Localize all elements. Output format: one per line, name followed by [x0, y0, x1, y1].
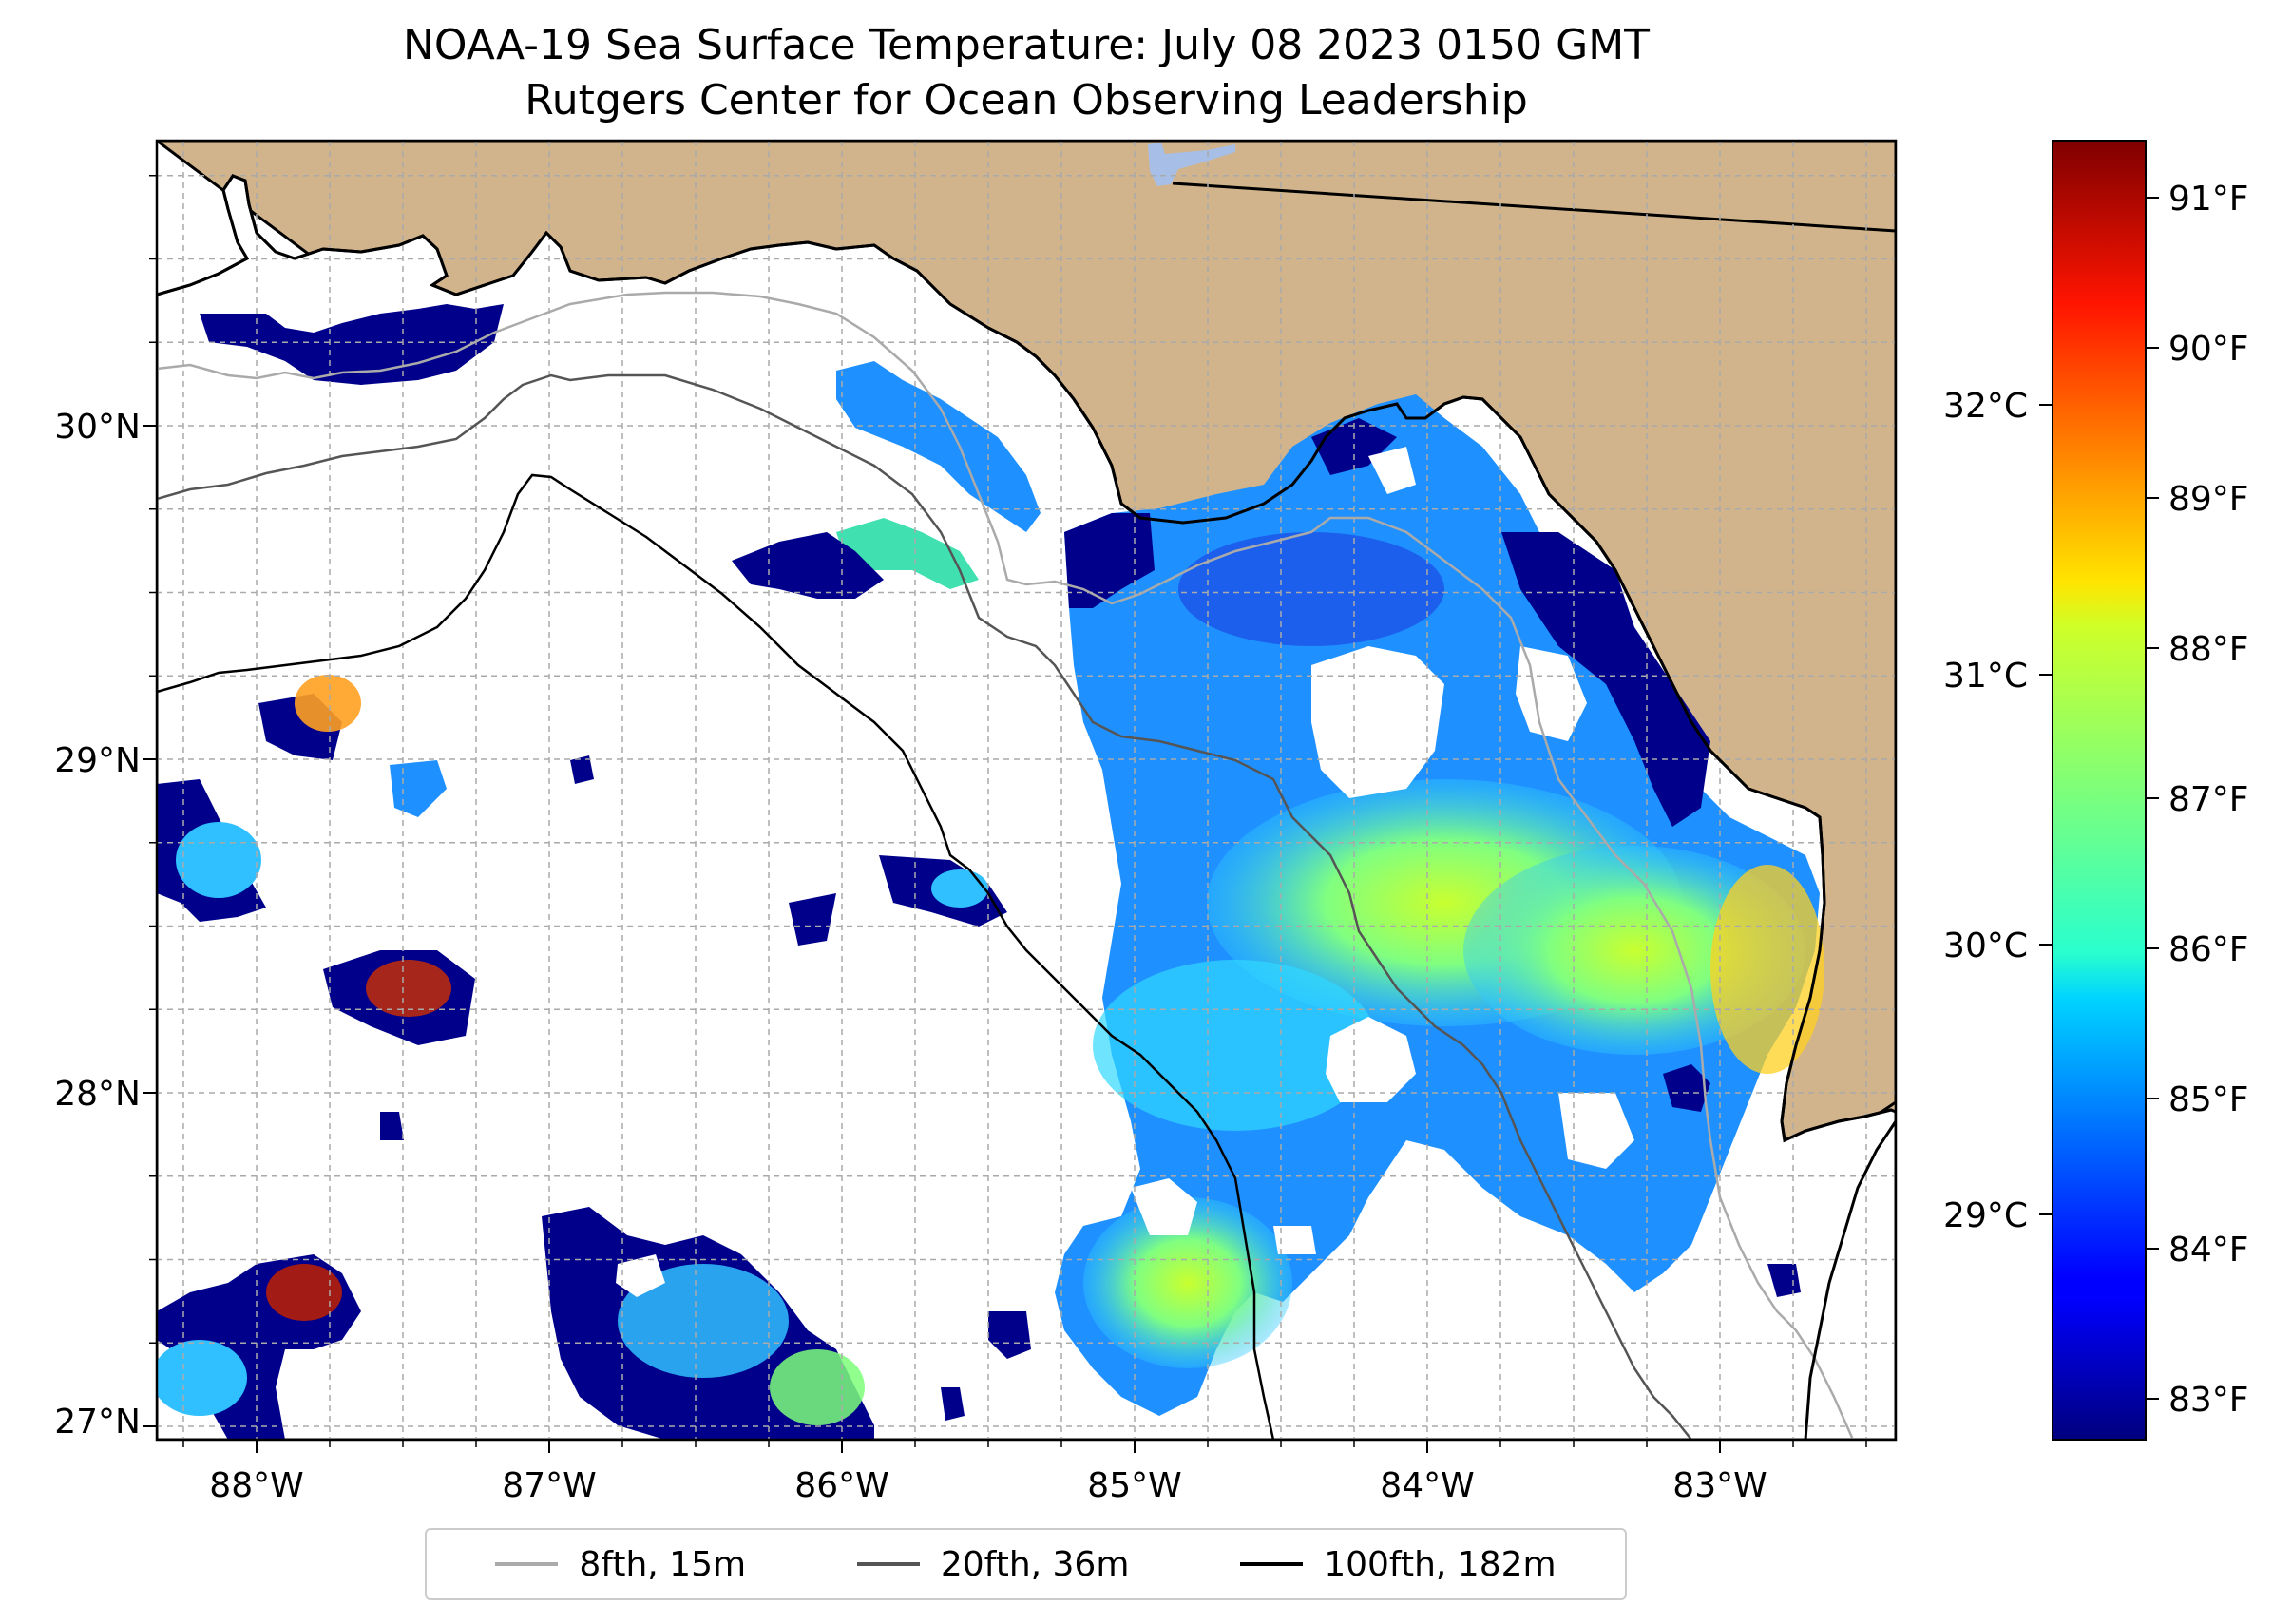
colorbar-c-label: 31°C — [1943, 657, 2028, 696]
legend-label: 20fth, 36m — [940, 1544, 1130, 1584]
colorbar-f-label: 86°F — [2168, 930, 2249, 969]
colorbar-c-label: 30°C — [1943, 927, 2028, 965]
colorbar-f-label: 88°F — [2168, 630, 2249, 669]
lon-label: 83°W — [1672, 1466, 1767, 1505]
lon-label: 84°W — [1380, 1466, 1474, 1505]
title-line-1: NOAA-19 Sea Surface Temperature: July 08… — [402, 21, 1651, 69]
isobath-legend: 8fth, 15m 20fth, 36m 100fth, 182m — [425, 1528, 1627, 1600]
sst-data-layer — [157, 304, 1824, 1440]
coastline-outline — [157, 174, 1892, 1143]
lon-label: 88°W — [209, 1466, 303, 1505]
colorbar-f-label: 83°F — [2168, 1381, 2249, 1420]
map-frame — [155, 139, 1898, 1442]
isobath-20fth — [157, 373, 1692, 1440]
colorbar-f-label: 89°F — [2168, 480, 2249, 519]
legend-swatch — [1240, 1562, 1304, 1566]
colorbar-f-label: 84°F — [2168, 1231, 2249, 1270]
lat-label: 30°N — [54, 408, 141, 447]
colorbar-fahrenheit-ticks — [2146, 197, 2159, 1400]
legend-item-8fth: 8fth, 15m — [495, 1545, 746, 1584]
legend-item-100fth: 100fth, 182m — [1240, 1544, 1557, 1584]
title-line-2: Rutgers Center for Ocean Observing Leade… — [525, 76, 1528, 124]
colorbar-c-label: 29°C — [1943, 1196, 2028, 1235]
lake — [1148, 143, 1235, 186]
colorbar-f-label: 90°F — [2168, 330, 2249, 369]
colorbar-f-label: 85°F — [2168, 1080, 2249, 1119]
colorbar-f-label: 87°F — [2168, 780, 2249, 819]
colorbar — [2052, 140, 2147, 1441]
legend-item-20fth: 20fth, 36m — [856, 1544, 1130, 1584]
lat-label: 27°N — [54, 1403, 141, 1442]
lat-label: 29°N — [54, 741, 141, 780]
coastline-south — [1804, 1120, 1896, 1440]
colorbar-celsius-ticks — [2039, 404, 2053, 1215]
gridlines — [157, 141, 1896, 1440]
lon-label: 86°W — [794, 1466, 888, 1505]
isobath-100fth — [157, 473, 1275, 1440]
axis-ticks — [143, 175, 1867, 1453]
map-area — [157, 141, 1896, 1440]
lat-label: 28°N — [54, 1075, 141, 1114]
colorbar-f-label: 91°F — [2168, 180, 2249, 219]
legend-label: 8fth, 15m — [579, 1544, 747, 1584]
isobath-8fth — [157, 291, 1855, 1440]
colorbar-c-label: 32°C — [1943, 387, 2028, 426]
legend-swatch — [495, 1562, 559, 1566]
state-boundary — [1172, 182, 1896, 233]
legend-swatch — [856, 1562, 920, 1566]
lon-label: 87°W — [502, 1466, 596, 1505]
lon-label: 85°W — [1087, 1466, 1181, 1505]
legend-label: 100fth, 182m — [1324, 1544, 1557, 1584]
